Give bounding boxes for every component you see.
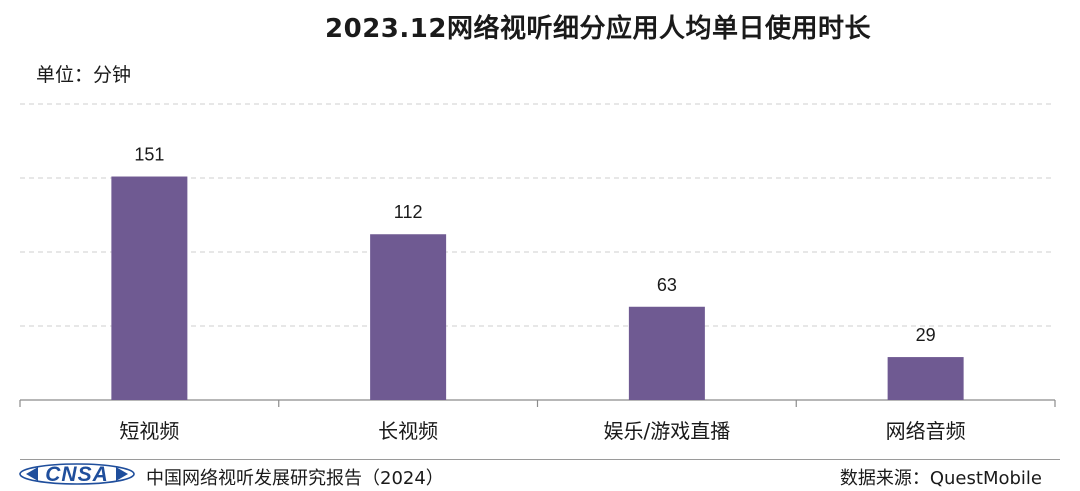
data-label: 29 xyxy=(916,325,936,345)
bar-4 xyxy=(887,357,964,400)
footer-divider xyxy=(20,459,1060,460)
cnsa-logo: CNSA xyxy=(19,463,135,486)
report-name: 中国网络视听发展研究报告（2024） xyxy=(146,468,444,489)
category-label: 短视频 xyxy=(119,419,179,443)
data-label: 151 xyxy=(134,145,164,165)
category-label: 娱乐/游戏直播 xyxy=(604,419,731,443)
bar-3 xyxy=(628,306,705,400)
bar-1 xyxy=(111,176,188,400)
bar-2 xyxy=(370,234,447,400)
category-label: 网络音频 xyxy=(886,419,966,443)
unit-label: 单位：分钟 xyxy=(36,64,132,86)
logo-text: CNSA xyxy=(45,463,109,486)
data-label: 112 xyxy=(394,202,423,222)
data-source: 数据来源：QuestMobile xyxy=(839,468,1042,489)
bar-chart: 151 短视频 112 长视频 63 娱乐/游戏直播 29 网络音频 xyxy=(19,103,1056,443)
chart-title: 2023.12网络视听细分应用人均单日使用时长 xyxy=(325,14,871,44)
category-label: 长视频 xyxy=(378,419,438,443)
data-label: 63 xyxy=(657,275,677,295)
